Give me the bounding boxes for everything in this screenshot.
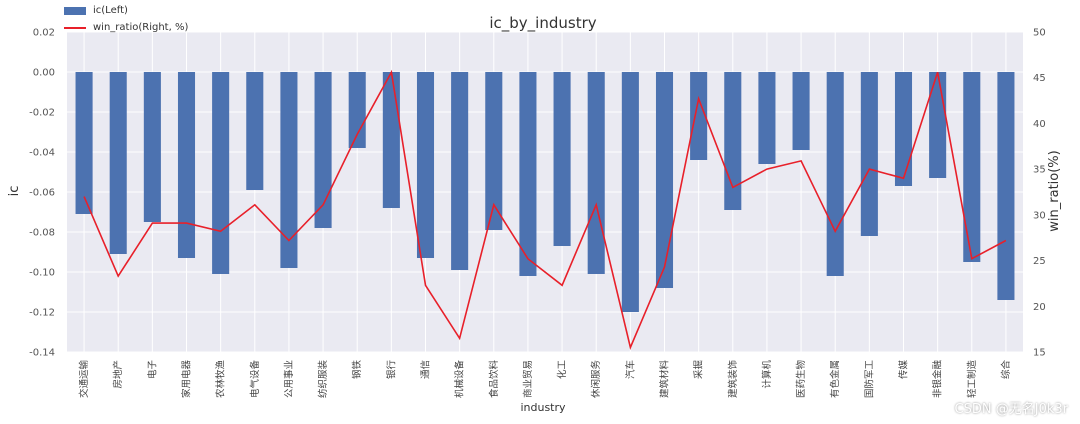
bar	[860, 72, 878, 236]
watermark: CSDN @无名J0k3r	[954, 402, 1068, 417]
bar	[519, 72, 537, 276]
right-tick-label: 45	[1033, 73, 1046, 84]
bar	[485, 72, 503, 230]
category-label: 农林牧渔	[215, 360, 227, 399]
bar	[348, 72, 366, 148]
category-label: 综合	[1000, 360, 1012, 380]
left-tick-label: -0.10	[29, 268, 55, 279]
category-label: 休闲服务	[590, 360, 602, 399]
right-axis-ticks: 50 45 40 35 30 25 20 15	[1033, 28, 1046, 359]
win-ratio-line	[83, 69, 1007, 350]
right-tick-label: 50	[1033, 28, 1046, 39]
bar	[724, 72, 742, 210]
category-label: 纺织服装	[317, 360, 329, 399]
bar	[929, 72, 947, 178]
bar	[212, 72, 230, 274]
category-label: 机械设备	[454, 360, 466, 399]
bar	[416, 72, 435, 258]
legend-item-win-ratio: win_ratio(Right, %)	[64, 19, 188, 36]
category-label: 电子	[146, 360, 158, 380]
bar	[690, 72, 708, 160]
category-label: 国防军工	[863, 360, 875, 399]
bar	[75, 72, 93, 214]
right-tick-label: 35	[1033, 165, 1046, 176]
category-label: 公用事业	[283, 360, 295, 398]
category-label: 商业贸易	[522, 360, 534, 398]
bar	[997, 72, 1015, 300]
legend-bar-swatch	[64, 6, 86, 15]
bar	[553, 72, 571, 246]
bar	[758, 72, 776, 164]
bar	[963, 72, 981, 262]
left-axis-ticks: 0.02 0.00 -0.02 -0.04 -0.06 -0.08 -0.10 -0.12 -0…	[29, 28, 55, 359]
category-label: 建筑材料	[659, 360, 671, 399]
category-label: 通信	[420, 360, 432, 379]
category-label: 轻工制造	[966, 360, 978, 399]
bar	[382, 72, 400, 208]
category-label: 非银金融	[932, 360, 944, 399]
bar	[894, 72, 913, 186]
bar	[314, 72, 332, 228]
category-label: 食品饮料	[488, 360, 500, 399]
category-label: 银行	[385, 360, 397, 380]
right-tick-label: 30	[1033, 210, 1046, 221]
category-labels: 交通运输 房地产 电子 家用电器 农林牧渔 电气设备 公用事业 纺织服装 钢铁 银行 通信 机械设备 食…	[78, 360, 1012, 399]
left-tick-label: -0.06	[29, 188, 55, 199]
bar	[177, 72, 196, 258]
legend-label-ic: ic(Left)	[93, 5, 128, 16]
left-tick-label: -0.12	[29, 308, 55, 319]
legend-item-ic: ic(Left)	[64, 2, 188, 19]
bar	[587, 72, 605, 274]
bar	[280, 72, 298, 268]
category-label: 化工	[556, 360, 568, 380]
right-tick-label: 15	[1033, 348, 1046, 359]
bar	[792, 72, 810, 150]
right-tick-label: 40	[1033, 119, 1046, 130]
legend: ic(Left) win_ratio(Right, %)	[64, 2, 188, 36]
category-label: 房地产	[112, 360, 124, 389]
x-axis-label: industry	[520, 401, 566, 414]
category-label: 交通运输	[78, 360, 90, 399]
bar	[451, 72, 469, 270]
category-label: 汽车	[624, 360, 636, 379]
bar	[655, 72, 674, 288]
bar	[109, 72, 127, 254]
category-label: 有色金属	[829, 360, 841, 398]
left-tick-label: 0.00	[33, 68, 55, 79]
left-y-axis-label: ic	[7, 186, 22, 197]
bar	[621, 72, 639, 312]
category-label: 家用电器	[181, 360, 193, 399]
category-label: 计算机	[761, 360, 773, 389]
left-tick-label: -0.14	[29, 348, 55, 359]
right-y-axis-label: win_ratio(%)	[1047, 150, 1062, 231]
bar	[826, 72, 844, 276]
left-tick-label: -0.08	[29, 228, 55, 239]
legend-line-swatch	[64, 26, 86, 29]
chart-title: ic_by_industry	[489, 14, 596, 33]
legend-label-win-ratio: win_ratio(Right, %)	[93, 22, 189, 33]
category-label: 采掘	[693, 360, 705, 379]
category-label: 医药生物	[795, 360, 807, 399]
ic-bars	[75, 72, 1015, 312]
right-tick-label: 25	[1033, 256, 1046, 267]
category-label: 建筑装饰	[727, 360, 739, 398]
right-tick-label: 20	[1033, 302, 1046, 313]
left-tick-label: -0.02	[29, 108, 55, 119]
left-tick-label: 0.02	[33, 28, 55, 39]
bar	[143, 72, 161, 222]
bar	[246, 72, 264, 190]
left-tick-label: -0.04	[29, 148, 55, 159]
category-label: 钢铁	[351, 360, 363, 380]
category-label: 电气设备	[249, 360, 261, 399]
category-label: 传媒	[898, 360, 910, 380]
